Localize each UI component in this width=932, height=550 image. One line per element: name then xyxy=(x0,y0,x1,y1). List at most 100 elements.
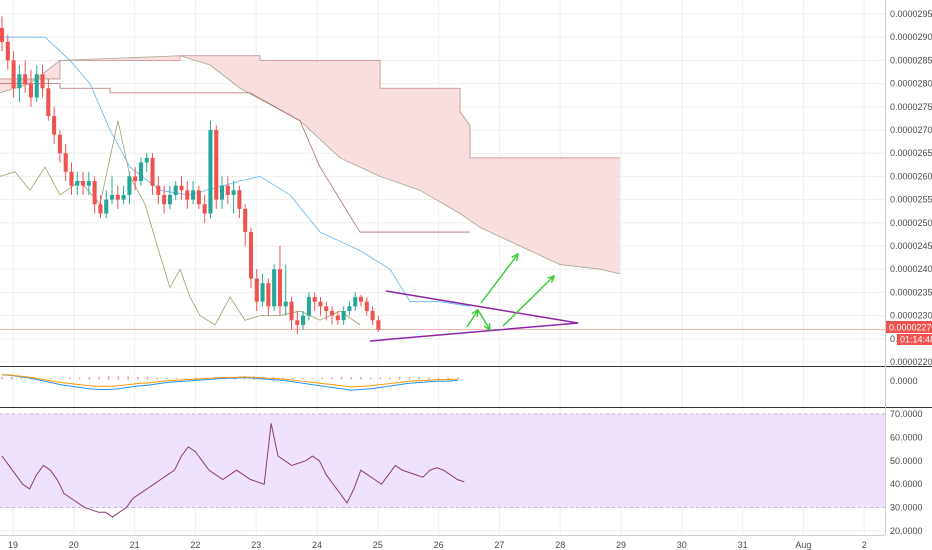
candle-body xyxy=(173,185,178,195)
candle-body xyxy=(301,315,306,325)
macd-zero-label: 0.0000 xyxy=(890,376,918,386)
time-tick-label: 27 xyxy=(494,540,504,550)
candle-body xyxy=(0,27,5,42)
time-tick-label: 22 xyxy=(190,540,200,550)
rsi-tick-label: 70.0000 xyxy=(890,409,923,419)
time-tick-label: 28 xyxy=(555,540,565,550)
candle-body xyxy=(353,297,358,307)
candle-body xyxy=(295,320,300,325)
candle-body xyxy=(254,278,259,302)
time-tick-label: 19 xyxy=(8,540,18,550)
time-tick-label: 24 xyxy=(312,540,322,550)
ichimoku-cloud xyxy=(0,55,621,275)
time-axis[interactable]: 19 20 21 22 23 24 25 26 27 28 29 30 31 Aug 2 xyxy=(8,540,867,550)
candle-body xyxy=(335,315,340,321)
candle-body xyxy=(109,194,115,200)
candle-body xyxy=(17,74,22,89)
macd-axis[interactable]: 0.0000 xyxy=(890,376,918,386)
candle-body xyxy=(243,208,248,233)
candle-body xyxy=(376,320,381,330)
candle-body xyxy=(150,157,155,186)
candle-body xyxy=(115,194,120,200)
candle-body xyxy=(364,301,369,311)
rsi-tick-label: 20.0000 xyxy=(890,526,923,536)
candle-body xyxy=(57,134,62,154)
candle-body xyxy=(11,60,16,89)
triangle-lower-line xyxy=(369,322,579,342)
rsi-tick-label: 60.0000 xyxy=(890,432,923,442)
candle-body xyxy=(104,199,109,214)
rsi-tick-label: 30.0000 xyxy=(890,503,923,513)
candle-body xyxy=(69,171,74,186)
candle-body xyxy=(156,185,161,195)
candle-body xyxy=(75,181,80,186)
current-price-label: 0.00002270 xyxy=(889,323,932,333)
candle-body xyxy=(272,269,277,307)
candle-body xyxy=(167,194,172,205)
countdown-label: 01:14:48 xyxy=(900,335,932,345)
candle-body xyxy=(214,130,219,200)
candle-body xyxy=(277,269,282,307)
candle-body xyxy=(283,301,288,307)
macd-panel[interactable] xyxy=(0,368,885,407)
candle-body xyxy=(231,190,236,195)
ichimoku-lines xyxy=(0,36,471,326)
macd-signal-line xyxy=(1,374,458,388)
candle-body xyxy=(34,74,39,98)
macd-line xyxy=(1,374,458,391)
arrow-up-2-head xyxy=(511,252,519,262)
rsi-line xyxy=(1,423,465,518)
time-tick-label: 23 xyxy=(251,540,261,550)
cloud-area xyxy=(0,55,620,274)
time-tick-label: 29 xyxy=(616,540,626,550)
rsi-axis[interactable]: 70.0000 60.0000 50.0000 40.0000 30.0000 20.00… xyxy=(890,409,923,536)
time-tick-label: 2 xyxy=(862,540,867,550)
current-price-tag: 0.00002270 01:14:48 xyxy=(886,321,932,345)
time-tick-label: 31 xyxy=(738,540,748,550)
candle-body xyxy=(133,176,138,182)
arrow-up-3 xyxy=(502,275,555,327)
rsi-tick-label: 50.0000 xyxy=(890,456,923,466)
candle-body xyxy=(370,310,375,321)
time-tick-label: Aug xyxy=(795,540,811,550)
time-tick-label: 26 xyxy=(434,540,444,550)
candle-body xyxy=(52,116,57,135)
candle-body xyxy=(144,157,149,163)
candlestick-series xyxy=(0,16,381,335)
candle-body xyxy=(46,88,51,117)
triangle-pattern-drawing[interactable] xyxy=(369,252,579,342)
chikou-line xyxy=(0,120,361,326)
arrow-up-1 xyxy=(466,309,479,328)
candle-body xyxy=(162,194,167,205)
candle-body xyxy=(5,41,10,61)
candle-body xyxy=(202,204,207,214)
candle-body xyxy=(185,190,190,200)
time-tick-label: 20 xyxy=(69,540,79,550)
candle-body xyxy=(248,232,254,279)
candle-body xyxy=(81,181,86,186)
candle-body xyxy=(306,297,311,316)
arrow-down-1 xyxy=(477,309,491,331)
candle-body xyxy=(289,301,294,321)
rsi-tick-label: 40.0000 xyxy=(890,479,923,489)
candle-body xyxy=(237,190,242,209)
candle-body xyxy=(260,283,265,302)
candle-body xyxy=(127,176,132,195)
arrow-down-1-head xyxy=(483,322,491,332)
time-tick-label: 21 xyxy=(130,540,140,550)
candle-body xyxy=(318,301,323,307)
candle-body xyxy=(341,310,346,321)
candle-body xyxy=(179,185,184,191)
candle-body xyxy=(191,190,196,200)
arrow-up-3-head xyxy=(547,274,556,283)
